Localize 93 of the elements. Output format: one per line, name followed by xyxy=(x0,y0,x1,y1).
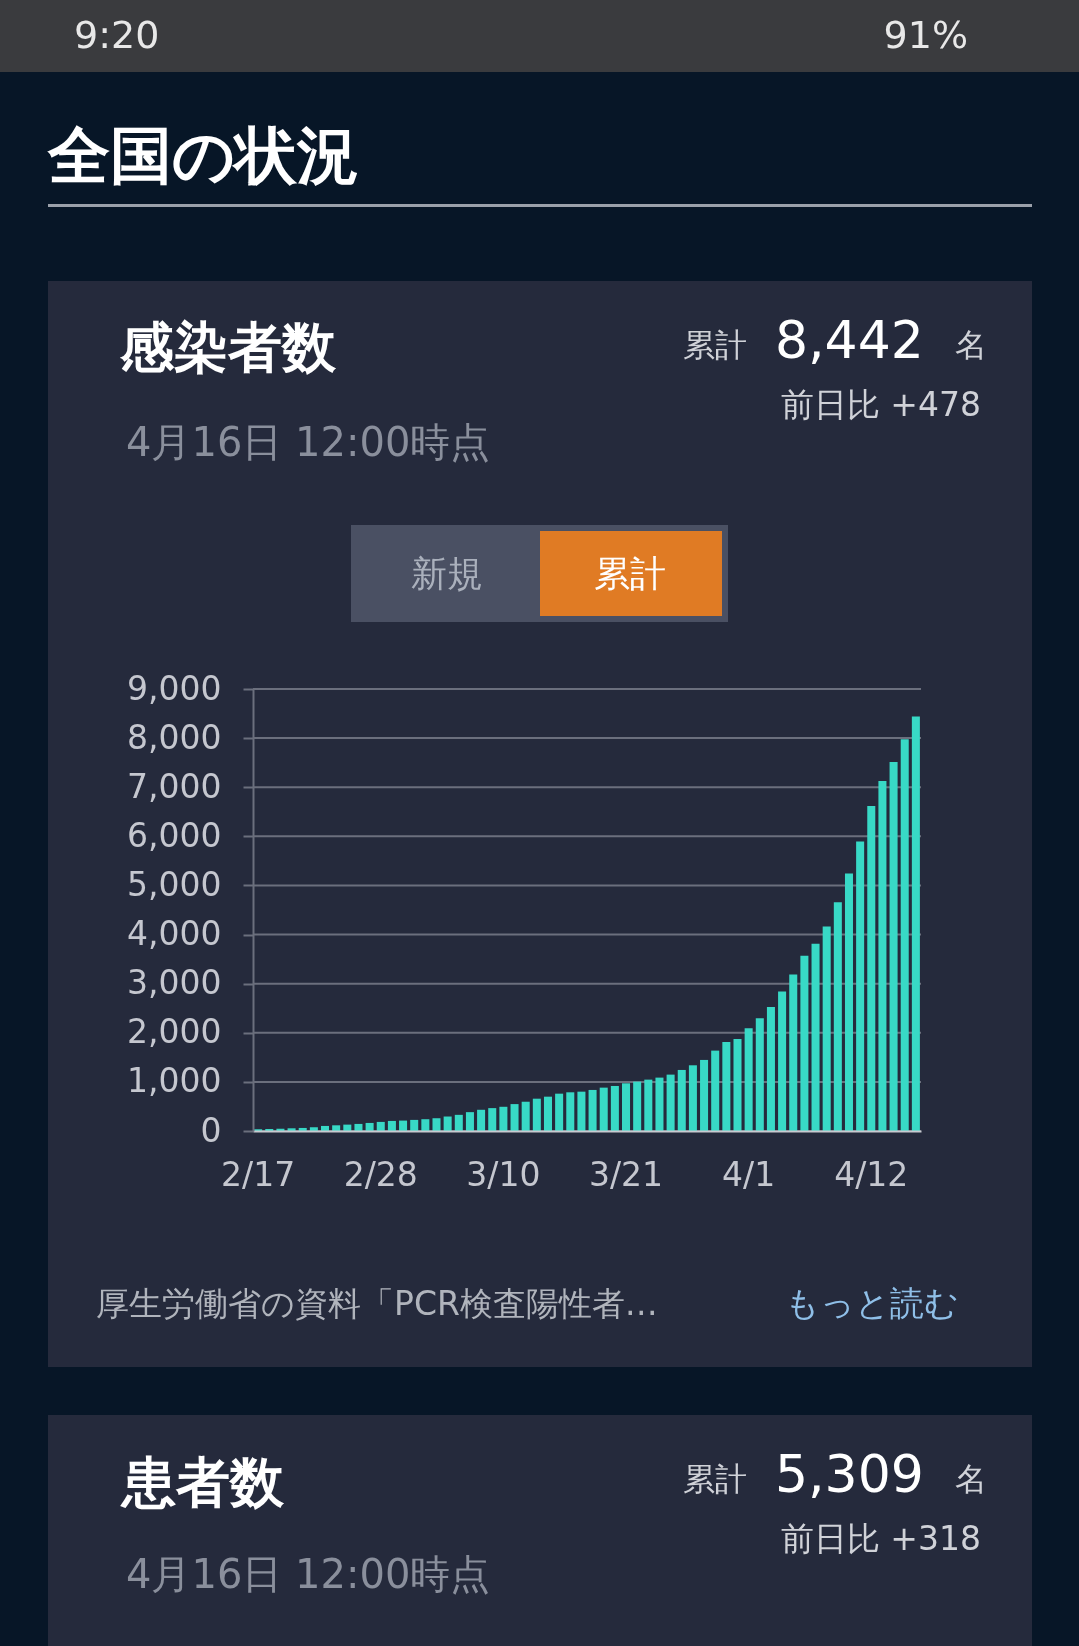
x-tick-label: 3/21 xyxy=(588,1154,664,1194)
text: 累計 xyxy=(683,326,747,364)
bar xyxy=(387,1120,396,1131)
bar xyxy=(287,1128,296,1131)
text: 91% xyxy=(883,13,968,57)
text: 4月16日 12:00時点 xyxy=(126,1551,491,1597)
bar xyxy=(421,1119,430,1131)
bar xyxy=(811,943,820,1131)
bar xyxy=(789,974,798,1131)
y-tick-label: 5,000 xyxy=(127,864,222,904)
text: 累計 xyxy=(594,553,666,594)
bar xyxy=(321,1125,330,1131)
chart-title: 感染者数 xyxy=(119,316,337,379)
text: もっと読む xyxy=(785,1283,959,1323)
bar xyxy=(577,1091,586,1131)
bar xyxy=(399,1120,408,1131)
y-tick-label: 8,000 xyxy=(127,717,222,757)
bar xyxy=(755,1018,764,1131)
bar xyxy=(343,1124,352,1131)
bar xyxy=(543,1096,552,1131)
bar xyxy=(733,1038,742,1131)
bar xyxy=(856,841,865,1131)
bar xyxy=(778,991,787,1131)
bar xyxy=(309,1127,318,1131)
text: 患者数 xyxy=(120,1451,285,1514)
bar xyxy=(644,1079,653,1131)
y-tick-label: 3,000 xyxy=(127,963,222,1003)
bar xyxy=(889,761,898,1131)
text: 5,309 xyxy=(775,1444,924,1504)
bar xyxy=(265,1128,274,1131)
bar xyxy=(499,1106,508,1131)
bar xyxy=(900,739,909,1131)
bar xyxy=(298,1127,307,1131)
bar xyxy=(365,1122,374,1131)
bar xyxy=(744,1028,753,1131)
bar xyxy=(633,1081,642,1131)
y-tick-label: 7,000 xyxy=(127,766,222,806)
text: 名 xyxy=(955,326,987,364)
bar xyxy=(677,1069,686,1131)
y-tick-label: 1,000 xyxy=(127,1061,222,1101)
x-tick-label: 4/1 xyxy=(722,1154,776,1194)
bar xyxy=(465,1112,474,1131)
bar xyxy=(588,1089,597,1131)
bar xyxy=(332,1125,341,1131)
bar xyxy=(711,1050,720,1131)
bar xyxy=(766,1006,775,1131)
text: 全国の状況 xyxy=(47,119,359,192)
text: 前日比 +478 xyxy=(780,385,981,424)
bar xyxy=(666,1074,675,1131)
bar xyxy=(532,1098,541,1131)
bar xyxy=(477,1109,486,1131)
x-tick-label: 2/17 xyxy=(221,1154,296,1194)
text: 厚生労働省の資料「PCR検査陽性者… xyxy=(96,1284,658,1323)
x-tick-label: 4/12 xyxy=(834,1154,909,1194)
bar xyxy=(622,1083,631,1131)
bar xyxy=(599,1087,608,1131)
bar xyxy=(555,1093,564,1131)
text: 累計 xyxy=(683,1460,747,1498)
y-tick-label: 9,000 xyxy=(127,668,222,708)
bar xyxy=(822,926,831,1131)
bar xyxy=(700,1059,709,1131)
bar xyxy=(610,1085,619,1131)
bar xyxy=(454,1114,463,1131)
bar xyxy=(432,1118,441,1131)
bar xyxy=(655,1077,664,1131)
bar xyxy=(376,1121,385,1131)
text: 新規 xyxy=(411,553,483,594)
text: 9:20 xyxy=(74,13,160,57)
text: 8,442 xyxy=(775,310,924,370)
chart-subtitle: 4月16日 12:00時点 xyxy=(126,419,491,465)
bar xyxy=(844,873,853,1131)
y-tick-label: 4,000 xyxy=(127,914,222,954)
bar xyxy=(521,1101,530,1131)
bar xyxy=(354,1123,363,1131)
x-tick-label: 3/10 xyxy=(466,1154,541,1194)
text: 名 xyxy=(955,1460,987,1498)
bar xyxy=(566,1092,575,1131)
y-tick-label: 6,000 xyxy=(127,815,222,855)
bar xyxy=(911,716,920,1131)
y-tick-label: 2,000 xyxy=(127,1012,222,1052)
bar xyxy=(510,1104,519,1131)
bar xyxy=(488,1108,497,1131)
bar xyxy=(878,781,887,1131)
bar xyxy=(410,1119,419,1131)
bar xyxy=(833,902,842,1131)
bar xyxy=(867,806,876,1131)
bar xyxy=(443,1116,452,1131)
bar xyxy=(800,955,809,1131)
bar xyxy=(722,1041,731,1131)
y-tick-label: 0 xyxy=(200,1110,222,1150)
x-tick-label: 2/28 xyxy=(343,1154,418,1194)
text: 前日比 +318 xyxy=(780,1519,981,1558)
bar xyxy=(688,1065,697,1131)
